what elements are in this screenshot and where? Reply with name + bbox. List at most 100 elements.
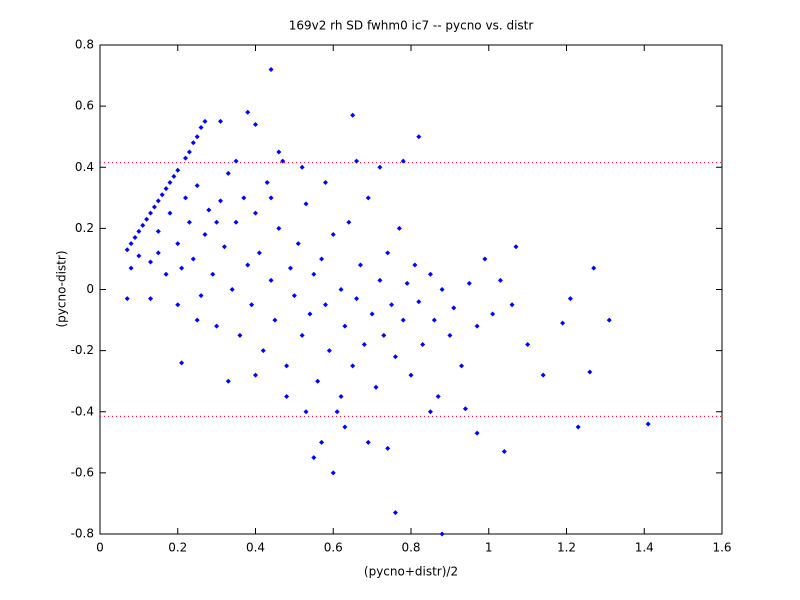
scatter-point	[233, 219, 239, 225]
scatter-point	[136, 253, 142, 259]
scatter-point	[490, 311, 496, 317]
scatter-point	[299, 332, 305, 338]
scatter-point	[253, 210, 258, 216]
scatter-point	[194, 134, 200, 140]
scatter-point	[303, 409, 309, 415]
scatter-point	[276, 149, 282, 155]
y-tick-label: -0.6	[71, 465, 94, 479]
scatter-point	[645, 421, 651, 427]
scatter-point	[233, 158, 239, 164]
scatter-point	[466, 280, 472, 286]
scatter-point	[435, 393, 441, 399]
scatter-point	[124, 247, 130, 253]
scatter-point	[365, 439, 371, 445]
scatter-point	[167, 210, 173, 216]
scatter-point	[567, 296, 573, 302]
scatter-point	[299, 164, 305, 170]
y-tick-label: 0.4	[75, 160, 94, 174]
x-tick-label: 0	[96, 541, 104, 555]
scatter-point	[245, 262, 251, 268]
scatter-point	[392, 510, 398, 516]
scatter-point	[171, 173, 177, 179]
x-tick-label: 1.4	[635, 541, 654, 555]
scatter-point	[439, 287, 445, 292]
scatter-point	[447, 332, 453, 338]
x-axis-label: (pycno+distr)/2	[364, 565, 458, 579]
scatter-point	[225, 378, 231, 384]
x-tick-label: 0.8	[401, 541, 420, 555]
scatter-point	[128, 265, 134, 271]
scatter-point	[276, 225, 282, 231]
scatter-point	[322, 180, 328, 186]
scatter-point	[163, 186, 169, 192]
scatter-point	[311, 271, 317, 277]
scatter-point	[315, 378, 321, 384]
scatter-point	[396, 225, 402, 231]
scatter-point	[369, 311, 375, 317]
scatter-point	[194, 183, 200, 189]
scatter-point	[260, 348, 266, 354]
scatter-point	[385, 250, 391, 256]
scatter-point	[210, 271, 216, 277]
scatter-point	[132, 235, 138, 241]
scatter-point	[284, 363, 290, 369]
scatter-point	[218, 198, 224, 204]
scatter-point	[155, 198, 161, 204]
scatter-point	[256, 250, 262, 256]
scatter-point	[427, 271, 433, 277]
scatter-point	[175, 302, 181, 308]
y-tick-label: 0.6	[75, 99, 94, 113]
y-tick-label: -0.2	[71, 343, 94, 357]
x-tick-label: 0.4	[246, 541, 265, 555]
scatter-point	[513, 244, 519, 250]
scatter-point	[408, 372, 414, 378]
scatter-point	[587, 369, 593, 375]
scatter-point	[412, 262, 418, 268]
scatter-point	[330, 231, 336, 237]
scatter-point	[268, 66, 274, 72]
scatter-point	[291, 293, 297, 299]
scatter-point	[350, 363, 356, 369]
scatter-point	[365, 195, 371, 201]
scatter-point	[459, 363, 465, 369]
scatter-point	[148, 296, 154, 302]
scatter-point	[346, 219, 352, 225]
x-tick-label: 0.2	[168, 541, 187, 555]
scatter-point	[144, 216, 150, 222]
scatter-point	[400, 317, 406, 323]
scatter-point	[284, 393, 290, 399]
scatter-point	[186, 219, 192, 225]
y-tick-label: -0.4	[71, 404, 94, 418]
scatter-point	[303, 201, 309, 207]
scatter-point	[338, 287, 344, 292]
scatter-point	[560, 320, 566, 326]
scatter-point	[509, 302, 515, 308]
scatter-point	[350, 112, 356, 118]
scatter-point	[431, 317, 437, 323]
scatter-point	[221, 244, 227, 250]
scatter-point	[451, 305, 457, 311]
scatter-point	[159, 192, 165, 198]
scatter-point	[249, 302, 255, 308]
scatter-point	[155, 250, 161, 256]
scatter-point	[264, 180, 270, 186]
scatter-point	[190, 256, 196, 262]
scatter-point	[241, 195, 247, 201]
scatter-point	[319, 439, 325, 445]
y-axis-label: (pycno-distr)	[55, 250, 69, 327]
scatter-point	[404, 280, 410, 286]
scatter-point	[389, 302, 395, 308]
scatter-point	[326, 348, 332, 354]
scatter-point	[218, 118, 224, 124]
scatter-point	[206, 207, 212, 213]
scatter-point	[148, 210, 154, 216]
scatter-point	[540, 372, 546, 378]
y-tick-label: -0.8	[71, 527, 94, 541]
x-tick-label: 1.2	[557, 541, 576, 555]
x-tick-label: 0.6	[324, 541, 343, 555]
scatter-point	[354, 158, 360, 164]
scatter-point	[342, 424, 348, 430]
scatter-point	[354, 296, 360, 302]
scatter-point	[330, 470, 336, 476]
